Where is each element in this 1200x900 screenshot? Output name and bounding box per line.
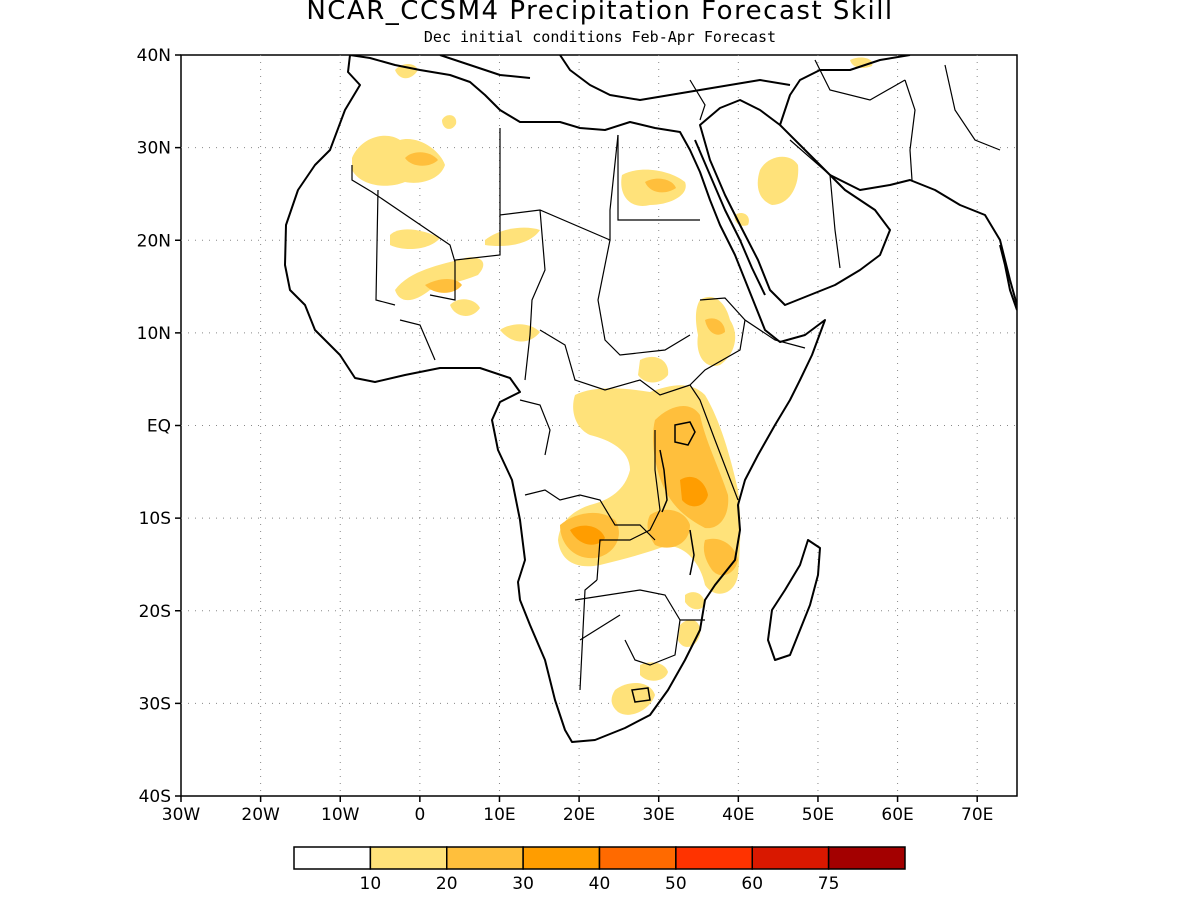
- colorbar-swatch: [293, 846, 372, 870]
- lon-label: 70E: [961, 805, 993, 825]
- lon-label: 60E: [881, 805, 913, 825]
- colorbar-swatch: [827, 846, 906, 870]
- colorbar-swatch: [751, 846, 830, 870]
- colorbar-swatch: [369, 846, 448, 870]
- colorbar-label: 40: [589, 874, 611, 894]
- lat-label: 20N: [137, 231, 171, 251]
- lakes: [631, 421, 696, 703]
- lat-label: 10S: [139, 509, 171, 529]
- lat-label: EQ: [147, 417, 171, 437]
- colorbar-swatch: [675, 846, 753, 870]
- lat-label: 30N: [137, 139, 171, 159]
- colorbar-label: 75: [818, 874, 840, 894]
- lon-label: 40E: [722, 805, 754, 825]
- map-subtitle: Dec initial conditions Feb-Apr Forecast: [423, 28, 777, 46]
- lat-label: 40N: [137, 46, 171, 66]
- colorbar-label: 50: [665, 874, 687, 894]
- lon-label: 30W: [162, 805, 201, 825]
- colorbar-label: 10: [360, 874, 382, 894]
- lon-label: 10E: [483, 805, 515, 825]
- colorbar-label: 60: [741, 874, 763, 894]
- country-borders: [351, 59, 1001, 691]
- lat-label: 40S: [139, 787, 171, 807]
- lon-label: 10W: [321, 805, 360, 825]
- colorbar-swatch: [598, 846, 677, 870]
- skill-shading: [352, 57, 873, 715]
- lon-label: 0: [414, 805, 425, 825]
- colorbar-swatch: [522, 846, 601, 870]
- colorbar-label: 30: [512, 874, 534, 894]
- map-title: NCAR_CCSM4 Precipitation Forecast Skill: [306, 0, 894, 26]
- lat-label: 20S: [139, 602, 171, 622]
- lon-label: 20W: [241, 805, 280, 825]
- colorbar-label: 20: [436, 874, 458, 894]
- lat-label: 10N: [137, 324, 171, 344]
- colorbar: 10 20 30 40 50 60 75: [293, 846, 906, 894]
- lon-label: 50E: [802, 805, 834, 825]
- lon-label: 20E: [563, 805, 595, 825]
- lat-label: 30S: [139, 694, 171, 714]
- colorbar-swatch: [446, 846, 524, 870]
- lon-label: 30E: [643, 805, 675, 825]
